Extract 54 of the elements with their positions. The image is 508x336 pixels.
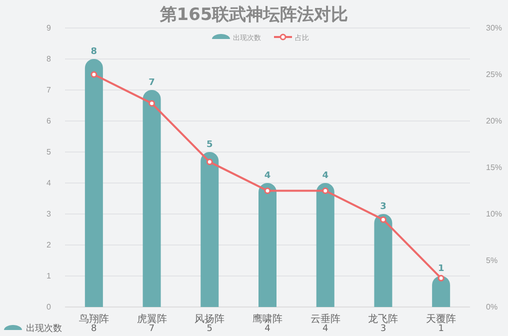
y-tick-label: 6 — [46, 116, 52, 126]
chart-title: 第165联武神坛阵法对比 — [158, 5, 348, 25]
text: 4 — [322, 171, 328, 181]
text: 4 — [264, 171, 271, 181]
point — [322, 188, 329, 194]
y2-tick-label: 25% — [486, 70, 502, 80]
bar — [316, 183, 334, 307]
y2-tick-label: 5% — [486, 256, 498, 266]
bar — [200, 152, 219, 307]
bar — [84, 59, 103, 307]
point — [148, 100, 156, 107]
x-tick-label: 风扬阵 — [194, 313, 225, 326]
bar — [258, 183, 276, 307]
data-label: 3 — [380, 324, 386, 334]
y2-tick-label: 10% — [486, 210, 502, 219]
data-label: 5 — [206, 324, 213, 334]
point — [264, 188, 271, 194]
text: 出现次数 — [26, 324, 62, 334]
x-tick-label: 龙飞阵 — [368, 313, 398, 326]
x-tick-label: 虎翼阵 — [136, 313, 167, 326]
point — [90, 71, 98, 78]
y-tick-label: 3 — [46, 210, 52, 219]
y-tick-label: 9 — [46, 24, 52, 33]
text: 8 — [90, 47, 98, 57]
text: 7 — [148, 78, 155, 88]
y-tick-label: 1 — [46, 272, 52, 281]
point — [380, 216, 386, 223]
x-tick-label: 鸟翔阵 — [78, 313, 109, 326]
x-tick-label: 天覆阵 — [426, 313, 456, 326]
y2-tick-label: 30% — [486, 24, 502, 33]
text: 1 — [438, 264, 444, 274]
bar — [374, 214, 392, 307]
text: 3 — [380, 202, 386, 212]
data-label: 7 — [148, 324, 155, 334]
y2-tick-label: 0% — [486, 302, 498, 312]
data-label: 1 — [438, 324, 444, 334]
y-tick-label: 0 — [46, 302, 52, 312]
y-tick-label: 5 — [46, 148, 52, 157]
y-tick-label: 7 — [46, 86, 52, 95]
point — [438, 274, 444, 282]
bar — [142, 90, 161, 307]
x-tick-label: 鹰啸阵 — [252, 313, 282, 326]
text: 5 — [206, 140, 213, 150]
y2-tick-label: 15% — [486, 163, 502, 172]
y-tick-label: 8 — [46, 54, 52, 64]
x-tick-label: 云垂阵 — [310, 313, 340, 326]
point — [206, 158, 213, 166]
data-label: 4 — [264, 324, 271, 334]
y-tick-label: 4 — [46, 178, 52, 188]
y-tick-label: 2 — [46, 240, 52, 250]
bar — [432, 276, 450, 307]
data-label: 8 — [91, 324, 98, 334]
data-label: 4 — [322, 324, 328, 334]
y2-tick-label: 20% — [486, 116, 502, 126]
